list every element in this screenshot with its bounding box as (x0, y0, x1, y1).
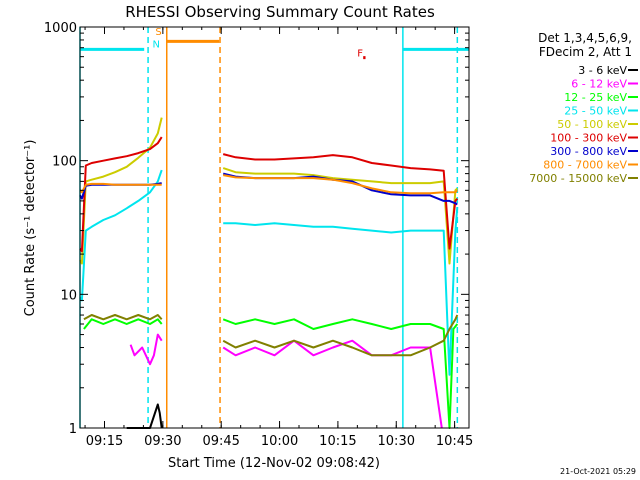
legend-entry-300-800-kev: 300 - 800 keV (550, 145, 627, 158)
y-tick-label: 10 (60, 288, 77, 303)
x-tick-label: 10:30 (378, 434, 415, 449)
legend-entry-3-6-kev: 3 - 6 keV (578, 64, 627, 77)
series-7000-15000-kev (83, 314, 459, 357)
info-line-attenuator: FDecim 2, Att 1 (539, 45, 632, 59)
x-axis-label: Start Time (12-Nov-02 09:08:42) (168, 456, 380, 471)
series-layer (79, 117, 459, 429)
bars-layer (80, 39, 469, 60)
axis-ticks: 09:15 09:30 09:45 10:00 10:15 10:30 10:45 1 10 10… (44, 21, 473, 449)
flag-label-s: S (155, 27, 161, 38)
x-tick-label: 10:15 (319, 434, 356, 449)
series-25-50-kev (79, 169, 459, 376)
y-tick-label: 1000 (44, 21, 77, 36)
vertical-markers (79, 27, 459, 428)
legend-entry-25-50-kev: 25 - 50 keV (564, 105, 627, 118)
plot-area: SN F 09:15 09:30 09:45 10:00 10:15 10:30 10:45 1… (44, 21, 473, 449)
x-tick-label: 09:45 (202, 434, 239, 449)
y-tick-label: 1 (69, 422, 77, 437)
legend-entry-12-25-kev: 12 - 25 keV (564, 91, 627, 104)
legend-entry-50-100-kev: 50 - 100 keV (557, 118, 627, 131)
flag-label-f: F (357, 49, 363, 60)
flags-layer: SN F (153, 27, 364, 60)
y-axis-label: Count Rate (s⁻¹ detector⁻¹) (23, 140, 38, 317)
series-12-25-kev (83, 318, 459, 429)
info-block: Det 1,3,4,5,6,9, FDecim 2, Att 1 (538, 31, 632, 59)
info-line-detectors: Det 1,3,4,5,6,9, (538, 31, 632, 45)
series-50-100-kev (79, 117, 459, 265)
series-100-300-kev (79, 136, 459, 253)
chart-title: RHESSI Observing Summary Count Rates (125, 3, 435, 21)
series-3-6-kev (126, 403, 163, 429)
flag-label-n: N (153, 40, 160, 51)
x-tick-label: 10:00 (261, 434, 298, 449)
legend-entry-6-12-kev: 6 - 12 keV (571, 78, 627, 91)
x-tick-label: 09:15 (86, 434, 123, 449)
legend-entry-800-7000-kev: 800 - 7000 keV (543, 159, 627, 172)
legend-entry-7000-15000-kev: 7000 - 15000 keV (529, 172, 627, 185)
series-800-7000-kev (79, 174, 459, 195)
y-tick-label: 100 (52, 155, 77, 170)
series-6-12-kev (129, 333, 443, 429)
plot-frame (79, 26, 470, 429)
timestamp: 21-Oct-2021 05:29 (560, 467, 636, 476)
legend-entry-100-300-kev: 100 - 300 keV (550, 132, 627, 145)
x-tick-label: 10:45 (436, 434, 473, 449)
x-tick-label: 09:30 (144, 434, 181, 449)
